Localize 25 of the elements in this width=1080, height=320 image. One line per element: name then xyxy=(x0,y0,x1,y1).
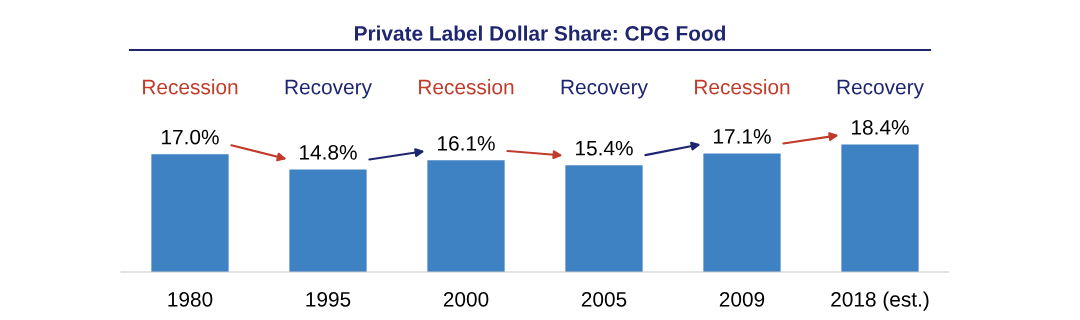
text: Recession xyxy=(419,79,514,95)
bar xyxy=(427,160,505,272)
x-tick-label: 2018 (est.) xyxy=(831,291,929,311)
data-label: 17.1% xyxy=(714,129,771,144)
data-label: 17.0% xyxy=(162,129,219,145)
bar xyxy=(565,165,643,272)
x-tick-label: 1995 xyxy=(306,291,351,307)
bar xyxy=(151,154,229,272)
chart-title: Private Label Dollar Share: CPG Food xyxy=(355,25,726,41)
text: Recession xyxy=(695,79,790,95)
bar xyxy=(289,169,367,272)
data-label: 15.4% xyxy=(576,140,633,156)
data-label: 18.4% xyxy=(852,120,909,135)
text: Recession xyxy=(143,79,238,95)
data-label: 16.1% xyxy=(438,135,495,151)
data-label: 14.8% xyxy=(300,144,357,160)
text: Recovery xyxy=(561,79,648,99)
text: Recovery xyxy=(285,79,372,99)
bar xyxy=(841,144,919,272)
bar xyxy=(703,153,781,272)
x-tick-label: 2005 xyxy=(581,291,627,307)
text: Recovery xyxy=(837,79,924,99)
x-tick-label: 2000 xyxy=(443,291,489,307)
x-tick-label: 1980 xyxy=(168,291,213,307)
x-tick-label: 2009 xyxy=(719,291,765,307)
